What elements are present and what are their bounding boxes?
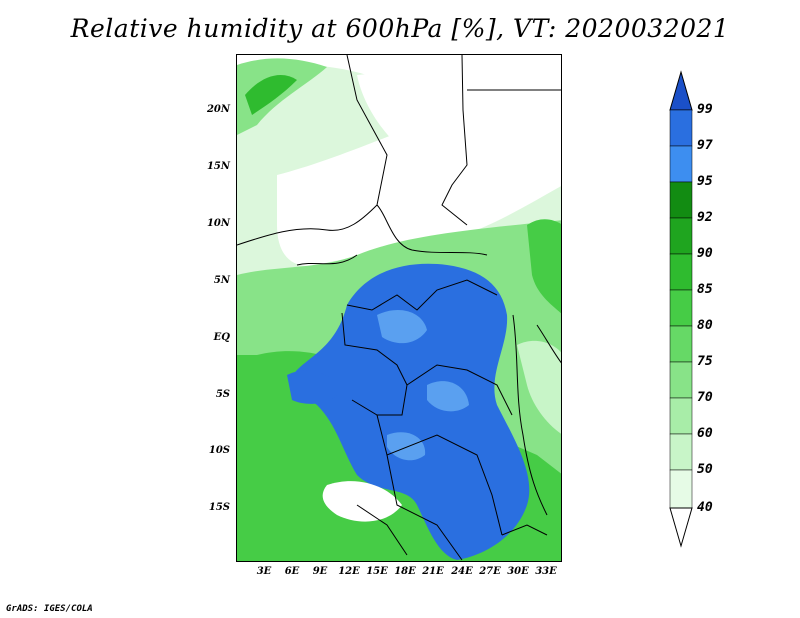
colorbar-label-50: 50 — [697, 462, 713, 477]
map-title: Relative humidity at 600hPa [%], VT: 202… — [70, 14, 730, 43]
lat-label-10n: 10N — [206, 218, 230, 229]
lon-label-12e: 12E — [338, 566, 360, 577]
colorbar-label-85: 85 — [697, 282, 713, 297]
country-borders — [237, 55, 561, 561]
humidity-region-blue-core — [293, 263, 530, 560]
dry-region-north — [357, 72, 561, 145]
colorbar-label-40: 40 — [697, 500, 713, 515]
colorbar-label-80: 80 — [697, 318, 713, 333]
colorbar-label-97: 97 — [697, 138, 713, 153]
colorbar-segment-92 — [669, 181, 693, 219]
humidity-region-green-north — [237, 58, 327, 135]
humidity-region-lightblue-speckle-3 — [387, 432, 426, 461]
lat-label-5n: 5N — [213, 275, 230, 286]
colorbar-label-75: 75 — [697, 354, 713, 369]
lon-label-15e: 15E — [366, 566, 388, 577]
humidity-region-lightblue-speckle-2 — [427, 381, 469, 412]
map-panel — [236, 54, 562, 562]
lon-label-30e: 30E — [507, 566, 529, 577]
colorbar-label-99: 99 — [697, 102, 713, 117]
humidity-region-dark-north — [245, 75, 297, 115]
colorbar-segment-80 — [669, 289, 693, 327]
lon-label-18e: 18E — [394, 566, 416, 577]
colorbar-segment-97 — [669, 109, 693, 147]
colorbar-label-95: 95 — [697, 174, 713, 189]
lon-label-9e: 9E — [312, 566, 328, 577]
colorbar-segment-60 — [669, 397, 693, 435]
humidity-region-green-east — [527, 219, 561, 314]
colorbar-segment-95 — [669, 145, 693, 183]
colorbar-segment-90 — [669, 217, 693, 255]
colorbar-label-60: 60 — [697, 426, 713, 441]
lat-label-20n: 20N — [206, 104, 230, 115]
lon-label-27e: 27E — [479, 566, 501, 577]
colorbar-segment-85 — [669, 253, 693, 291]
colorbar-label-70: 70 — [697, 390, 713, 405]
dry-region-south-west — [322, 481, 402, 522]
colorbar-label-92: 92 — [697, 210, 713, 225]
dry-region-sahel — [277, 105, 561, 266]
colorbar-segment-75 — [669, 325, 693, 363]
lon-label-6e: 6E — [284, 566, 300, 577]
humidity-region-blue-west — [287, 370, 342, 404]
colorbar-segment-40 — [669, 469, 693, 509]
lon-label-24e: 24E — [451, 566, 473, 577]
lat-label-5s: 5S — [215, 389, 230, 400]
colorbar-bottom-arrow — [669, 507, 693, 548]
colorbar-segment-50 — [669, 433, 693, 471]
lon-label-21e: 21E — [422, 566, 444, 577]
humidity-field — [237, 55, 561, 561]
colorbar-label-90: 90 — [697, 246, 713, 261]
grads-credit: GrADS: IGES/COLA — [6, 604, 93, 614]
lat-label-eq: EQ — [213, 332, 230, 343]
colorbar-segment-70 — [669, 361, 693, 399]
dry-region-east — [517, 340, 561, 434]
lon-label-33e: 33E — [535, 566, 557, 577]
lat-label-15n: 15N — [206, 161, 230, 172]
lat-label-15s: 15S — [208, 502, 230, 513]
humidity-region-lightblue-speckle-1 — [377, 310, 427, 344]
lon-label-3e: 3E — [256, 566, 272, 577]
colorbar-top-arrow — [669, 70, 693, 111]
lat-label-10s: 10S — [208, 445, 230, 456]
